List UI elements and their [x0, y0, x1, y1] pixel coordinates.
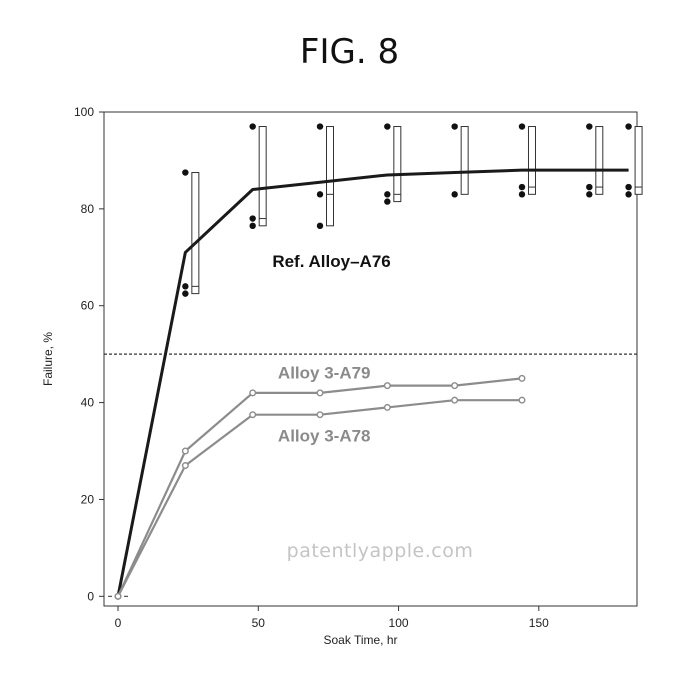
- sample-point: [518, 123, 526, 130]
- range-box: [326, 126, 335, 227]
- series-point: [316, 389, 324, 397]
- range-bar: [460, 126, 469, 195]
- series-1: [114, 374, 526, 600]
- range-box: [527, 126, 536, 195]
- range-box: [191, 172, 200, 295]
- series-0: [116, 168, 629, 597]
- sample-point: [518, 183, 526, 191]
- y-tick-label: 100: [74, 105, 94, 119]
- series-line: [116, 168, 629, 597]
- sample-point: [249, 222, 256, 230]
- x-tick-label: 150: [529, 616, 549, 630]
- range-bar: [595, 126, 604, 195]
- sample-point: [182, 290, 189, 297]
- sample-point: [586, 123, 593, 130]
- series-point: [518, 396, 526, 404]
- series-point: [383, 403, 391, 411]
- sample-point: [249, 215, 256, 222]
- series-annotation: Ref. Alloy–A76: [272, 252, 390, 271]
- x-tick-label: 50: [252, 616, 266, 630]
- range-bar: [393, 126, 402, 203]
- sample-point: [384, 191, 391, 198]
- range-box: [595, 126, 604, 195]
- annotations-group: Ref. Alloy–A76 Alloy 3-A79 Alloy 3-A78: [272, 252, 390, 445]
- range-box: [258, 126, 267, 227]
- sample-point: [625, 183, 632, 191]
- figure-title: FIG. 8: [299, 32, 400, 72]
- range-bars-group: [191, 126, 643, 295]
- range-box: [393, 126, 402, 203]
- range-bar: [527, 126, 536, 195]
- sample-point: [182, 169, 189, 176]
- axes-group: 0 50 100 150 0 20 40 60 80 100 Soak Time, hr Failur…: [41, 105, 549, 647]
- series-2: [114, 396, 526, 600]
- sample-point: [316, 191, 324, 198]
- sample-point: [384, 198, 391, 205]
- series-point: [181, 462, 189, 470]
- series-point: [451, 382, 459, 390]
- series-point: [451, 396, 459, 404]
- series-point: [249, 389, 257, 397]
- sample-point: [316, 123, 324, 130]
- plot-frame: [103, 111, 638, 607]
- sample-point: [384, 123, 391, 130]
- series-point: [249, 411, 257, 419]
- y-tick-label: 0: [87, 589, 94, 603]
- range-bar: [634, 126, 643, 195]
- sample-point: [451, 191, 458, 198]
- series-point: [114, 592, 122, 600]
- sample-point: [518, 191, 526, 198]
- sample-point: [625, 191, 632, 198]
- x-tick-label: 100: [389, 616, 409, 630]
- y-tick-label: 20: [81, 492, 95, 506]
- sample-point: [316, 222, 324, 230]
- series-point: [181, 447, 189, 455]
- range-bar: [326, 126, 335, 227]
- x-tick-label: 0: [115, 616, 122, 630]
- y-tick-label: 40: [81, 396, 95, 410]
- plot-border: [103, 111, 638, 607]
- y-tick-label: 80: [81, 202, 95, 216]
- watermark-text: patentlyapple.com: [287, 540, 474, 562]
- sample-point: [625, 123, 632, 130]
- series-line: [117, 377, 523, 597]
- range-box: [460, 126, 469, 195]
- series-annotation: Alloy 3-A78: [278, 426, 371, 445]
- series-annotation: Alloy 3-A79: [278, 363, 371, 382]
- series-point: [518, 374, 526, 382]
- range-box: [634, 126, 643, 195]
- range-bar: [258, 126, 267, 227]
- series-point: [383, 382, 391, 390]
- series-group: [114, 168, 629, 600]
- range-bar: [191, 172, 200, 295]
- y-axis-label: Failure, %: [41, 332, 55, 386]
- x-axis-label: Soak Time, hr: [323, 633, 397, 647]
- sample-point: [451, 123, 458, 130]
- sample-point: [182, 283, 189, 290]
- series-point: [316, 411, 324, 419]
- sample-point: [586, 183, 593, 191]
- y-tick-label: 60: [81, 299, 95, 313]
- sample-point: [586, 191, 593, 198]
- scatter-group: [108, 123, 632, 597]
- sample-point: [249, 123, 256, 130]
